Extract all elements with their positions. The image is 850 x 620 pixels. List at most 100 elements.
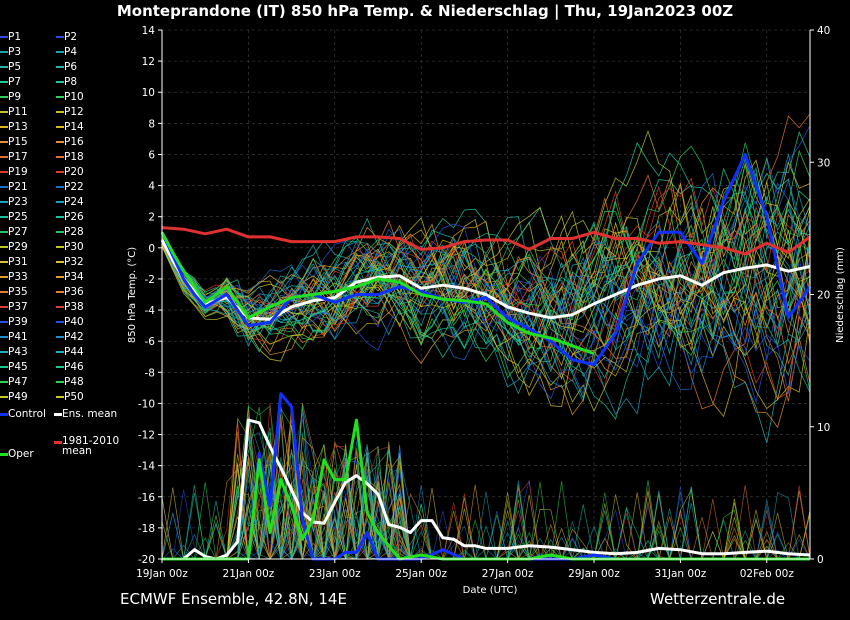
legend-swatch — [0, 141, 8, 143]
y-tick-label-left: 8 — [148, 118, 155, 130]
member-temp-line — [161, 195, 811, 353]
legend-item-p37: P37 — [0, 301, 28, 313]
legend-label: P11 — [8, 106, 28, 118]
legend-item-p4: P4 — [56, 46, 77, 58]
legend-label: P12 — [64, 106, 84, 118]
legend-item-p30: P30 — [56, 241, 84, 253]
legend-item-p23: P23 — [0, 196, 28, 208]
legend-item-p41: P41 — [0, 331, 28, 343]
legend-swatch — [56, 246, 64, 248]
member-temp-line — [161, 145, 811, 391]
legend-swatch — [56, 171, 64, 173]
y-tick-label-left: -4 — [145, 305, 156, 317]
legend-swatch — [56, 321, 64, 323]
legend-item-p12: P12 — [56, 106, 84, 118]
member-precip-line — [162, 417, 811, 560]
legend-item-control: Control — [0, 408, 46, 420]
legend-swatch — [0, 261, 8, 263]
member-precip-line — [162, 417, 810, 560]
legend-item-p43: P43 — [0, 346, 28, 358]
y-tick-label-left: -2 — [145, 274, 155, 286]
legend-swatch — [56, 111, 64, 113]
legend-label: P39 — [8, 316, 28, 328]
legend-swatch — [56, 126, 64, 128]
legend-swatch — [0, 412, 8, 416]
legend-swatch — [56, 51, 64, 53]
chart-title: Monteprandone (IT) 850 hPa Temp. & Niede… — [116, 2, 734, 20]
series-1981-2010-mean — [161, 226, 811, 256]
legend-item-p31: P31 — [0, 256, 28, 268]
legend-item-p16: P16 — [56, 136, 84, 148]
legend-label: P35 — [8, 286, 28, 298]
legend-swatch — [56, 201, 64, 203]
legend-item-p44: P44 — [56, 346, 84, 358]
legend-label: P13 — [8, 121, 28, 133]
legend-swatch — [56, 141, 64, 143]
legend-label: 1981-2010 mean — [62, 435, 120, 457]
legend-swatch — [54, 440, 62, 444]
legend-item-p22: P22 — [56, 181, 84, 193]
member-precip-line — [162, 468, 810, 560]
series-oper — [160, 231, 595, 356]
legend-label: P27 — [8, 226, 28, 238]
legend-label: P47 — [8, 376, 28, 388]
legend-swatch — [56, 336, 64, 338]
y-tick-label-right: 10 — [817, 422, 830, 434]
member-temp-line — [161, 190, 811, 400]
legend-swatch — [0, 336, 8, 338]
legend-label: P23 — [8, 196, 28, 208]
legend-swatch — [0, 291, 8, 293]
legend-label: P3 — [8, 46, 22, 58]
legend-item-p1: P1 — [0, 31, 21, 43]
legend-item-p11: P11 — [0, 106, 28, 118]
legend-label: P16 — [64, 136, 84, 148]
member-temp-line — [161, 153, 811, 415]
legend-item-p38: P38 — [56, 301, 84, 313]
legend-swatch — [0, 66, 8, 68]
member-precip-line — [162, 419, 811, 560]
y-tick-label-right: 20 — [817, 290, 830, 302]
y-tick-label-left: -20 — [138, 554, 155, 566]
legend-label: P43 — [8, 346, 28, 358]
legend-label: P22 — [64, 181, 84, 193]
member-temp-line — [161, 164, 811, 357]
legend-swatch — [0, 381, 8, 383]
legend-item-oper: Oper — [0, 448, 34, 460]
legend-swatch — [0, 111, 8, 113]
y-tick-label-left: -10 — [138, 398, 155, 410]
legend-item-p9: P9 — [0, 91, 21, 103]
legend-item-p45: P45 — [0, 361, 28, 373]
legend-swatch — [56, 186, 64, 188]
legend-label: P49 — [8, 391, 28, 403]
legend-swatch — [56, 381, 64, 383]
legend-swatch — [0, 156, 8, 158]
legend-swatch — [0, 396, 8, 398]
legend-item-p7: P7 — [0, 76, 21, 88]
x-axis-title: Date (UTC) — [463, 585, 518, 596]
y-tick-label-left: 2 — [148, 212, 155, 224]
y-tick-label-left: -6 — [145, 336, 156, 348]
x-tick-label: 31Jan 00z — [655, 568, 707, 580]
legend-label: P2 — [64, 31, 78, 43]
legend-swatch — [0, 306, 8, 308]
legend-swatch — [0, 171, 8, 173]
x-tick-label: 23Jan 00z — [309, 568, 361, 580]
legend-swatch — [56, 231, 64, 233]
legend-label: P5 — [8, 61, 22, 73]
series-ens-mean-precip-mm — [162, 418, 811, 561]
legend-label: P21 — [8, 181, 28, 193]
y-tick-label-left: -14 — [138, 461, 155, 473]
legend-item-p25: P25 — [0, 211, 28, 223]
legend-label: P34 — [64, 271, 84, 283]
member-precip-line — [162, 419, 810, 560]
legend-item-p27: P27 — [0, 226, 28, 238]
legend-item-p20: P20 — [56, 166, 84, 178]
legend-label: P8 — [64, 76, 78, 88]
legend-swatch — [0, 126, 8, 128]
legend-swatch — [0, 51, 8, 53]
legend-item-p47: P47 — [0, 376, 28, 388]
x-tick-label: 02Feb 00z — [740, 568, 795, 580]
x-tick-label: 25Jan 00z — [395, 568, 447, 580]
legend-label: P38 — [64, 301, 84, 313]
